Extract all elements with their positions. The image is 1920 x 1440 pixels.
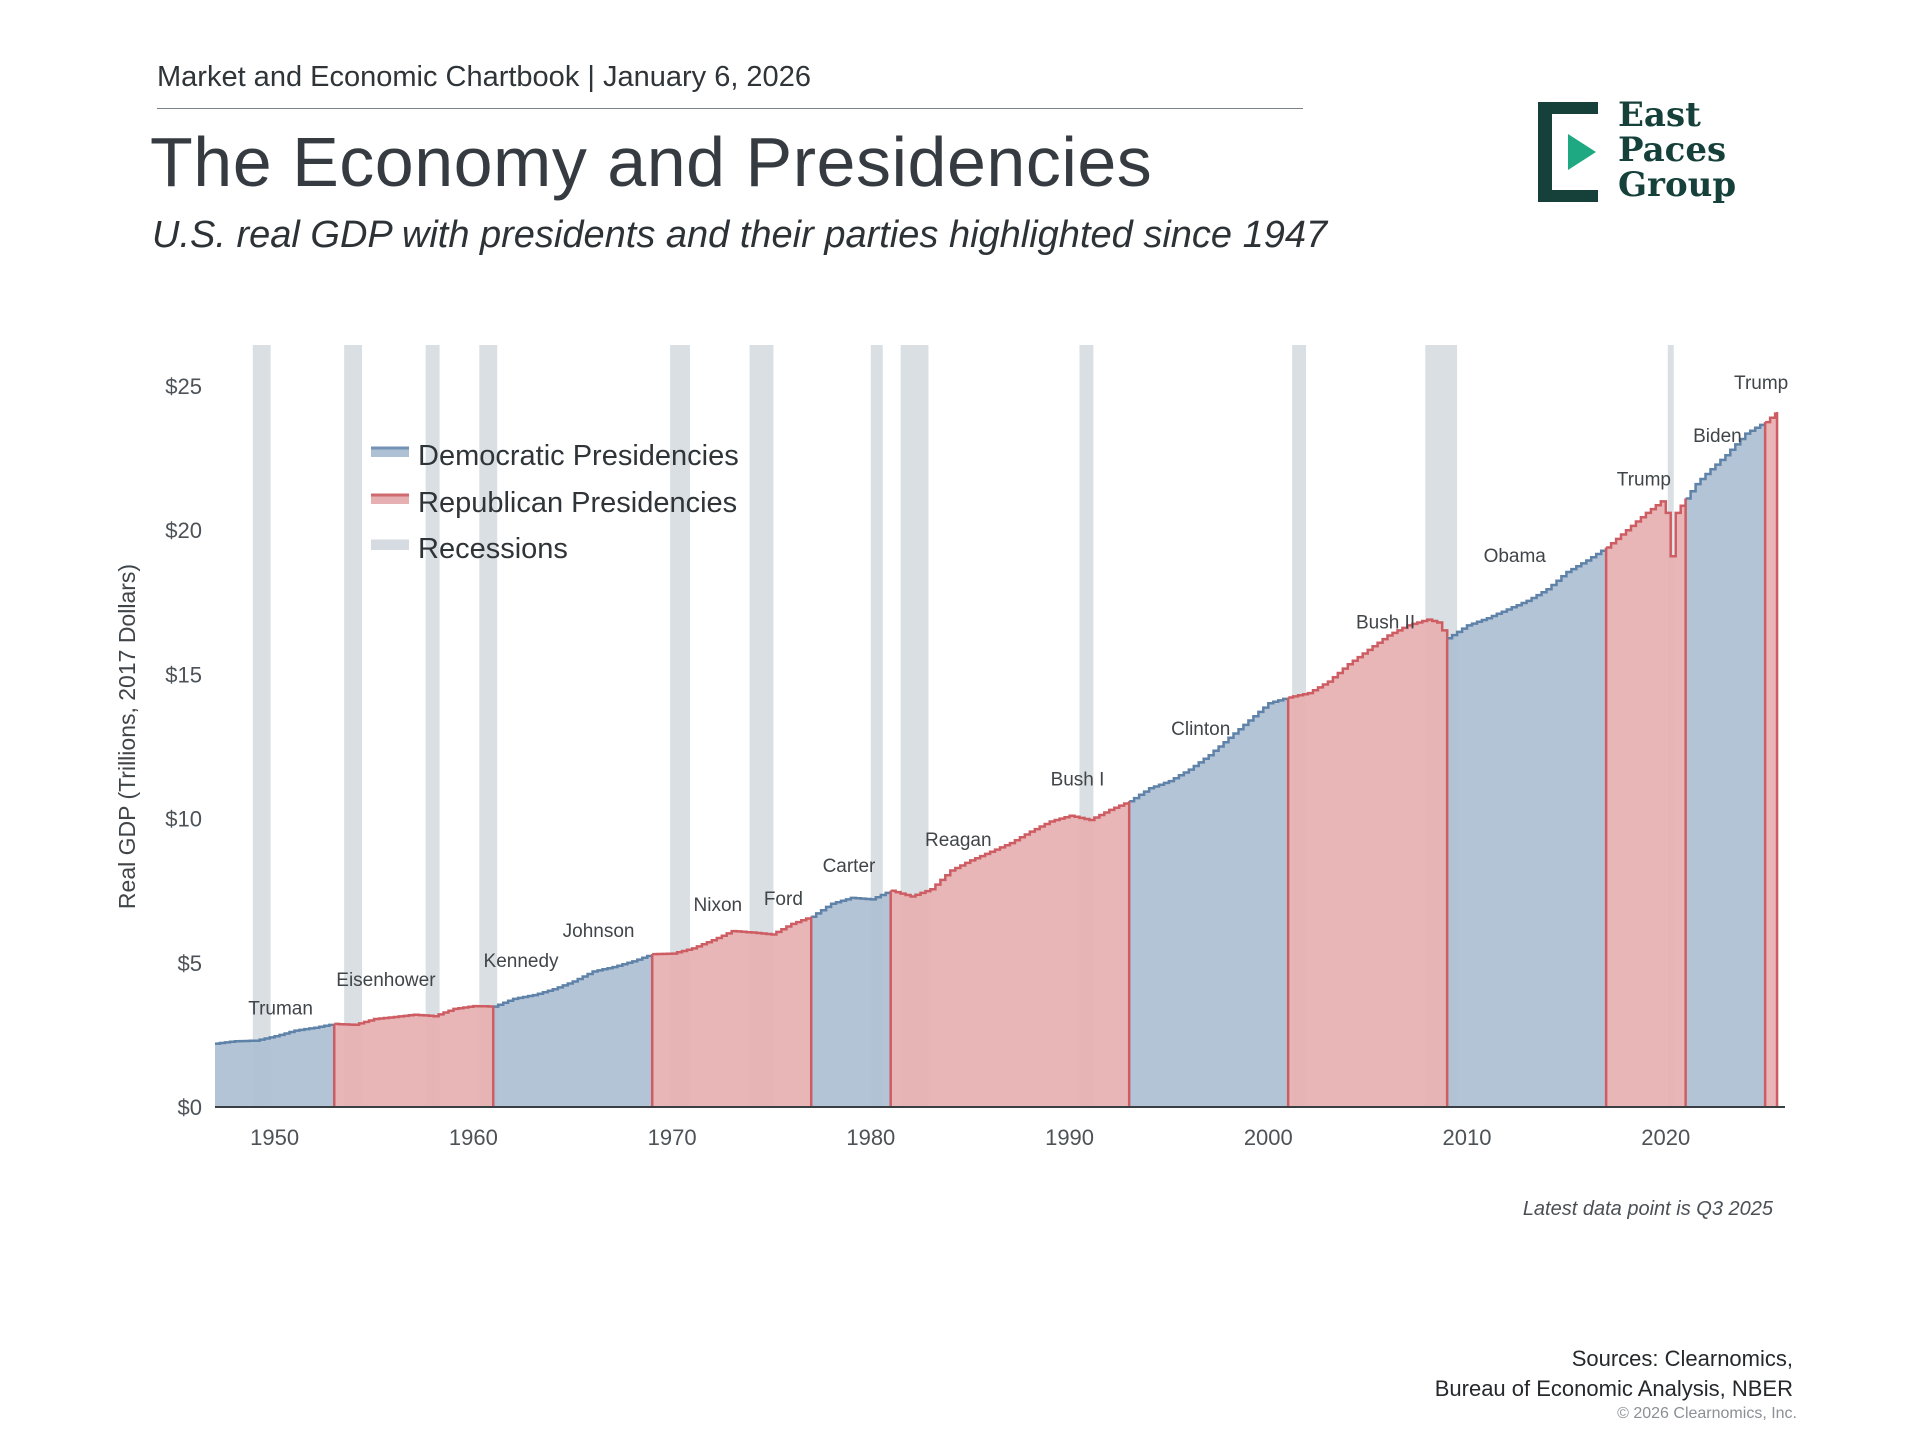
republican-line-segment (1288, 618, 1449, 699)
east-paces-group-logo: East Paces Group (1538, 98, 1748, 208)
presidency-label: Nixon (694, 895, 743, 916)
republican-line-segment (652, 916, 813, 956)
sources-line-2: Bureau of Economic Analysis, NBER (1434, 1376, 1793, 1401)
y-tick-label: $15 (165, 662, 202, 687)
republican-line-segment (1606, 498, 1687, 558)
democratic-line-segment (1685, 422, 1767, 500)
y-tick-label: $0 (178, 1095, 202, 1120)
page-title: The Economy and Presidencies (150, 123, 1153, 201)
presidency-label: Carter (823, 856, 876, 877)
presidency-dividers (332, 411, 1779, 1107)
republican-area-segment (334, 1006, 494, 1107)
presidency-label: Bush II (1356, 612, 1415, 633)
page-subtitle: U.S. real GDP with presidents and their … (152, 214, 1328, 256)
x-tick-label: 1970 (648, 1125, 697, 1150)
logo-word-group: Group (1618, 165, 1737, 205)
legend-label: Republican Presidencies (418, 487, 737, 519)
recession-band (425, 345, 440, 1107)
presidency-label: Johnson (563, 921, 635, 942)
republican-area-segment (1765, 413, 1778, 1108)
legend-swatch (371, 541, 409, 550)
x-tick-label: 1980 (846, 1125, 895, 1150)
publication-line: Market and Economic Chartbook | January … (157, 61, 811, 93)
republican-area-segment (652, 916, 812, 1107)
democratic-line-segment (493, 954, 654, 1008)
democratic-area-segment (811, 890, 891, 1107)
democratic-area-segment (1685, 422, 1766, 1108)
y-axis-ticks: $0 $5 $10 $15 $20 $25 (165, 374, 202, 1120)
latest-data-note: Latest data point is Q3 2025 (1522, 1198, 1773, 1220)
recession-band (870, 345, 883, 1107)
democratic-line-segment (215, 1023, 336, 1045)
gdp-area (215, 412, 1778, 1108)
header-divider (157, 108, 1303, 109)
democratic-line-segment (1447, 547, 1608, 640)
legend-label: Recessions (418, 533, 568, 565)
legend: Democratic Presidencies Republican Presid… (371, 440, 739, 565)
recession-band (344, 345, 363, 1107)
presidency-label: Trump (1734, 373, 1788, 394)
presidency-label: Obama (1484, 546, 1547, 567)
legend-label: Democratic Presidencies (418, 440, 739, 472)
x-tick-label: 1960 (449, 1125, 498, 1150)
democratic-area-segment (493, 954, 653, 1107)
democratic-area-segment (1129, 697, 1289, 1107)
y-tick-label: $20 (165, 518, 202, 543)
presidency-label: Kennedy (484, 951, 560, 972)
presidency-label: Eisenhower (336, 970, 436, 991)
x-axis-ticks: 1950 1960 1970 1980 1990 2000 2010 2020 (250, 1125, 1690, 1150)
sources: Sources: Clearnomics, Bureau of Economic… (1435, 1344, 1793, 1404)
recession-band (749, 345, 774, 1107)
y-axis-label: Real GDP (Trillions, 2017 Dollars) (114, 564, 140, 909)
legend-swatch (371, 495, 409, 504)
x-tick-label: 2020 (1641, 1125, 1690, 1150)
legend-swatch (371, 448, 409, 457)
republican-area-segment (890, 801, 1130, 1107)
x-tick-label: 1950 (250, 1125, 299, 1150)
republican-area-segment (1288, 619, 1448, 1107)
republican-line-segment (1765, 412, 1778, 424)
y-tick-label: $10 (165, 807, 202, 832)
democratic-area-segment (1447, 547, 1607, 1107)
copyright: © 2026 Clearnomics, Inc. (1617, 1405, 1797, 1422)
presidency-label: Ford (764, 889, 803, 910)
x-tick-label: 2000 (1244, 1125, 1293, 1150)
presidency-label: Bush I (1051, 769, 1105, 790)
x-tick-label: 1990 (1045, 1125, 1094, 1150)
republican-line-segment (334, 1004, 495, 1027)
logo-word-east: East (1618, 95, 1701, 135)
presidency-label: Truman (248, 999, 313, 1020)
logo-mark-icon (1538, 102, 1598, 202)
presidency-label: Biden (1693, 426, 1742, 447)
presidency-label: Reagan (925, 830, 992, 851)
logo-word-paces: Paces (1618, 130, 1727, 170)
democratic-line-segment (811, 890, 892, 918)
republican-area-segment (1606, 498, 1686, 1107)
recession-band (479, 345, 498, 1107)
logo-wordmark: East Paces Group (1618, 98, 1736, 203)
y-tick-label: $25 (165, 374, 202, 399)
republican-line-segment (890, 801, 1131, 898)
recession-band (670, 345, 690, 1107)
recession-band (252, 345, 271, 1107)
democratic-area-segment (215, 1023, 335, 1107)
presidency-label: Clinton (1171, 719, 1230, 740)
democratic-line-segment (1129, 697, 1290, 803)
sources-line-1: Sources: Clearnomics, (1571, 1346, 1793, 1371)
y-tick-label: $5 (178, 951, 202, 976)
presidency-label: Trump (1617, 469, 1671, 490)
x-tick-label: 2010 (1443, 1125, 1492, 1150)
